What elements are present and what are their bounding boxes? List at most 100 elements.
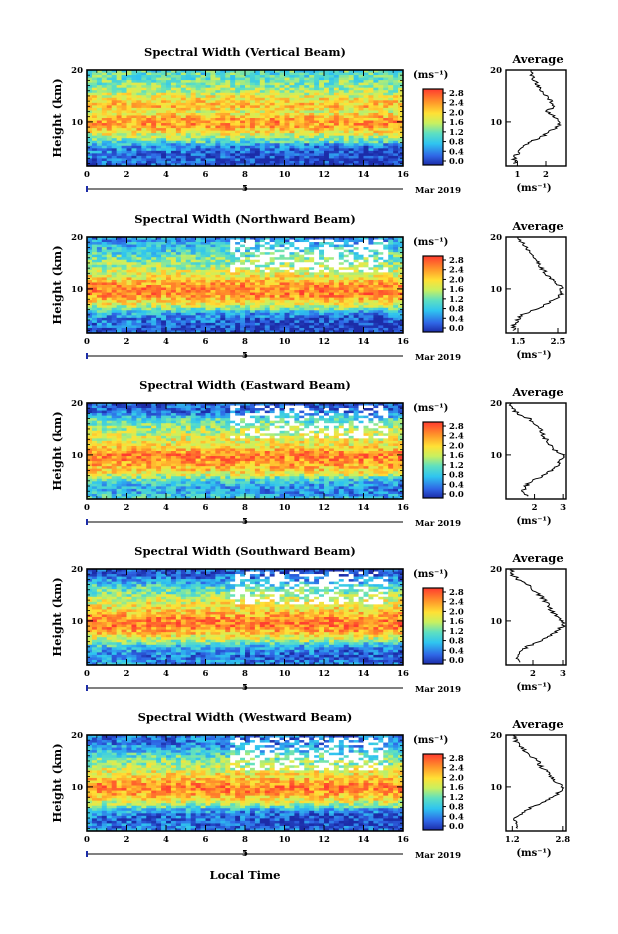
heatmap-cell — [359, 247, 364, 250]
heatmap-cell — [87, 88, 92, 91]
heatmap-cell — [92, 293, 97, 296]
heatmap-cell — [141, 121, 146, 124]
heatmap-cell — [280, 245, 285, 248]
heatmap-cell — [245, 282, 250, 285]
heatmap-cell — [181, 118, 186, 121]
heatmap-cell — [97, 115, 102, 118]
heatmap-cell — [280, 136, 285, 139]
heatmap-cell — [329, 252, 334, 255]
heatmap-cell — [255, 298, 260, 301]
heatmap-cell — [383, 308, 388, 311]
heatmap-cell — [176, 108, 181, 111]
heatmap-cell — [136, 277, 141, 280]
heatmap-cell — [393, 267, 398, 270]
heatmap-cell — [255, 323, 260, 326]
heatmap-cell — [166, 148, 171, 151]
heatmap-cell — [230, 275, 235, 278]
heatmap-cell — [319, 121, 324, 124]
heatmap-cell — [378, 98, 383, 101]
heatmap-cell — [156, 151, 161, 154]
heatmap-cell — [181, 288, 186, 291]
heatmap-cell — [250, 252, 255, 255]
heatmap-cell — [141, 315, 146, 318]
heatmap-cell — [378, 153, 383, 156]
heatmap-cell — [339, 260, 344, 263]
heatmap-cell — [97, 298, 102, 301]
heatmap-cell — [210, 270, 215, 273]
heatmap-cell — [166, 90, 171, 93]
heatmap-cell — [112, 95, 117, 98]
heatmap-cell — [240, 90, 245, 93]
heatmap-cell — [201, 90, 206, 93]
heatmap-cell — [220, 275, 225, 278]
heatmap-cell — [354, 148, 359, 151]
heatmap-cell — [393, 300, 398, 303]
heatmap-cell — [344, 272, 349, 275]
heatmap-cell — [201, 143, 206, 146]
heatmap-cell — [181, 245, 186, 248]
heatmap-cell — [339, 305, 344, 308]
heatmap-cell — [97, 300, 102, 303]
heatmap-cell — [151, 128, 156, 131]
heatmap-cell — [230, 260, 235, 263]
heatmap-cell — [314, 83, 319, 86]
heatmap-cell — [275, 75, 280, 78]
heatmap-cell — [220, 151, 225, 154]
heatmap-cell — [215, 126, 220, 129]
heatmap-cell — [373, 320, 378, 323]
heatmap-cell — [354, 262, 359, 265]
heatmap-cell — [373, 272, 378, 275]
heatmap-cell — [289, 85, 294, 88]
heatmap-cell — [107, 143, 112, 146]
heatmap-cell — [270, 255, 275, 258]
heatmap-cell — [107, 115, 112, 118]
heatmap-cell — [250, 240, 255, 243]
heatmap-cell — [161, 320, 166, 323]
heatmap-cell — [354, 118, 359, 121]
heatmap-cell — [344, 113, 349, 116]
heatmap-cell — [136, 98, 141, 101]
heatmap-cell — [270, 153, 275, 156]
heatmap-cell — [388, 121, 393, 124]
heatmap-cell — [354, 252, 359, 255]
heatmap-cell — [107, 270, 112, 273]
heatmap-cell — [206, 78, 211, 81]
heatmap-cell — [196, 131, 201, 134]
heatmap-cell — [136, 118, 141, 121]
heatmap-cell — [215, 110, 220, 113]
heatmap-cell — [201, 105, 206, 108]
heatmap-cell — [206, 315, 211, 318]
heatmap-cell — [383, 298, 388, 301]
heatmap-cell — [354, 257, 359, 260]
heatmap-cell — [294, 118, 299, 121]
heatmap-cell — [156, 315, 161, 318]
heatmap-cell — [289, 80, 294, 83]
heatmap-cell — [354, 123, 359, 126]
heatmap-cell — [131, 128, 136, 131]
heatmap-cell — [102, 277, 107, 280]
heatmap-cell — [393, 323, 398, 326]
heatmap-cell — [344, 133, 349, 136]
heatmap-cell — [136, 308, 141, 311]
heatmap-cell — [191, 245, 196, 248]
heatmap-cell — [299, 270, 304, 273]
heatmap-cell — [191, 280, 196, 283]
heatmap-cell — [240, 320, 245, 323]
heatmap-cell — [215, 118, 220, 121]
heatmap-cell — [191, 78, 196, 81]
heatmap-cell — [260, 108, 265, 111]
heatmap-cell — [359, 308, 364, 311]
heatmap-cell — [122, 131, 127, 134]
heatmap-cell — [299, 85, 304, 88]
heatmap-cell — [250, 93, 255, 96]
heatmap-cell — [314, 75, 319, 78]
heatmap-cell — [87, 260, 92, 263]
heatmap-cell — [97, 315, 102, 318]
heatmap-cell — [201, 95, 206, 98]
heatmap-cell — [235, 293, 240, 296]
heatmap-cell — [161, 285, 166, 288]
heatmap-cell — [161, 318, 166, 321]
colorbar-tick-label: 2.4 — [449, 99, 464, 109]
heatmap-cell — [127, 133, 132, 136]
heatmap-cell — [368, 161, 373, 164]
